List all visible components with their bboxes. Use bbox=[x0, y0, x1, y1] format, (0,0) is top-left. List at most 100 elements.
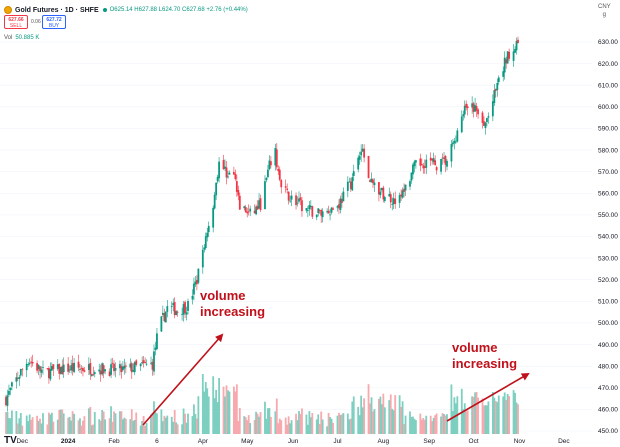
candle-body bbox=[11, 382, 13, 387]
candle-body bbox=[191, 295, 194, 300]
volume-bar bbox=[401, 401, 404, 434]
volume-bar bbox=[8, 418, 10, 434]
volume-bar bbox=[508, 396, 511, 434]
candle-body bbox=[370, 178, 373, 183]
candle-body bbox=[330, 207, 333, 213]
y-tick-label: 540.00 bbox=[598, 234, 618, 241]
time-axis[interactable]: Dec 2024 Feb 6 Apr May Jun Jul Aug Sep Oct Nov Dec bbox=[16, 438, 570, 445]
candle-body bbox=[62, 364, 65, 373]
volume-bar bbox=[246, 420, 249, 434]
candle-body bbox=[101, 363, 104, 375]
volume-bar bbox=[326, 426, 329, 434]
y-tick-label: 620.00 bbox=[598, 61, 618, 68]
volume-bar bbox=[25, 415, 28, 434]
candle-body bbox=[317, 208, 320, 214]
candle-body bbox=[398, 195, 401, 203]
volume-bar bbox=[36, 415, 38, 434]
candle-body bbox=[327, 210, 330, 214]
volume-bar bbox=[201, 374, 204, 434]
candle-body bbox=[108, 371, 111, 376]
buy-button[interactable]: 627.72 BUY bbox=[42, 15, 66, 29]
volume-bar bbox=[68, 416, 71, 434]
candle-body bbox=[367, 155, 370, 179]
candle-body bbox=[465, 103, 468, 108]
volume-bar bbox=[228, 391, 231, 434]
ohlc-values: O625.14 H627.88 L624.70 C627.68 +2.76 (+… bbox=[109, 7, 248, 13]
volume-bar bbox=[465, 411, 468, 434]
candle-body bbox=[435, 167, 438, 171]
sell-button[interactable]: 627.66 SELL bbox=[4, 15, 28, 29]
candle-body bbox=[246, 211, 249, 214]
volume-bar bbox=[182, 408, 185, 434]
volume-bar bbox=[306, 424, 309, 434]
volume-bar bbox=[130, 409, 133, 434]
volume-bar bbox=[290, 420, 293, 434]
candle-body bbox=[306, 209, 309, 211]
volume-bar bbox=[311, 413, 314, 434]
candle-body bbox=[212, 207, 215, 228]
volume-bar bbox=[150, 414, 152, 434]
volume-bar bbox=[330, 418, 333, 434]
candle-body bbox=[351, 177, 354, 191]
candle-body bbox=[164, 311, 167, 323]
currency-selector[interactable]: CNY g bbox=[598, 3, 611, 19]
volume-bar bbox=[104, 419, 107, 434]
x-tick-label: May bbox=[241, 438, 254, 445]
volume-bar bbox=[139, 425, 142, 434]
candle-body bbox=[311, 206, 314, 217]
candle-body bbox=[425, 159, 428, 168]
volume-bar bbox=[90, 425, 93, 434]
volume-bar bbox=[517, 404, 519, 434]
volume-bar bbox=[429, 415, 432, 434]
gold-coin-icon bbox=[4, 6, 12, 14]
volume-bar bbox=[243, 416, 246, 434]
volume-bar bbox=[93, 412, 96, 434]
price-axis[interactable]: 630.00 620.00 610.00 600.00 590.00 580.00 570.… bbox=[598, 39, 618, 435]
annotation-1-line1: volume bbox=[200, 288, 246, 303]
volume-bar bbox=[6, 411, 9, 434]
volume-bar bbox=[278, 418, 281, 434]
volume-bar bbox=[255, 411, 257, 434]
candle-body bbox=[104, 369, 107, 372]
volume-bar bbox=[317, 414, 320, 434]
volume-bar bbox=[203, 391, 206, 434]
volume-bar bbox=[52, 421, 55, 434]
volume-bar bbox=[363, 398, 366, 434]
volume-bar bbox=[369, 403, 371, 434]
symbol-title[interactable]: Gold Futures · 1D · SHFE bbox=[15, 6, 99, 14]
candle-body bbox=[380, 187, 383, 191]
candle-body bbox=[58, 363, 61, 374]
candle-body bbox=[296, 202, 299, 204]
candle-body bbox=[204, 236, 207, 248]
tradingview-logo[interactable]: TV bbox=[4, 435, 17, 446]
candle-body bbox=[83, 370, 86, 372]
volume-bar bbox=[215, 389, 218, 434]
sell-label: SELL bbox=[9, 23, 23, 29]
candle-body bbox=[259, 198, 262, 211]
candle-body bbox=[232, 171, 235, 175]
volume-bar bbox=[184, 413, 186, 434]
candle-body bbox=[472, 103, 475, 112]
volume-bar bbox=[486, 405, 488, 434]
candle-body bbox=[349, 181, 352, 189]
volume-bar bbox=[506, 393, 509, 434]
annotation-2-line2: increasing bbox=[452, 356, 517, 371]
candle-body bbox=[332, 208, 334, 210]
volume-bar bbox=[27, 421, 30, 434]
candle-body bbox=[227, 176, 229, 178]
candle-body bbox=[154, 347, 157, 350]
candle-body bbox=[25, 363, 28, 371]
volume-bar bbox=[491, 391, 494, 434]
candle-body bbox=[391, 203, 394, 205]
volume-bar bbox=[153, 401, 155, 434]
candle-body bbox=[151, 361, 154, 370]
volume-bar bbox=[164, 417, 167, 434]
y-tick-label: 550.00 bbox=[598, 212, 618, 219]
candle-body bbox=[379, 191, 382, 196]
volume-bar bbox=[425, 415, 428, 434]
volume-bar bbox=[207, 396, 210, 434]
volume-bar bbox=[348, 419, 351, 434]
candle-body bbox=[77, 361, 80, 368]
candle-body bbox=[486, 117, 488, 123]
